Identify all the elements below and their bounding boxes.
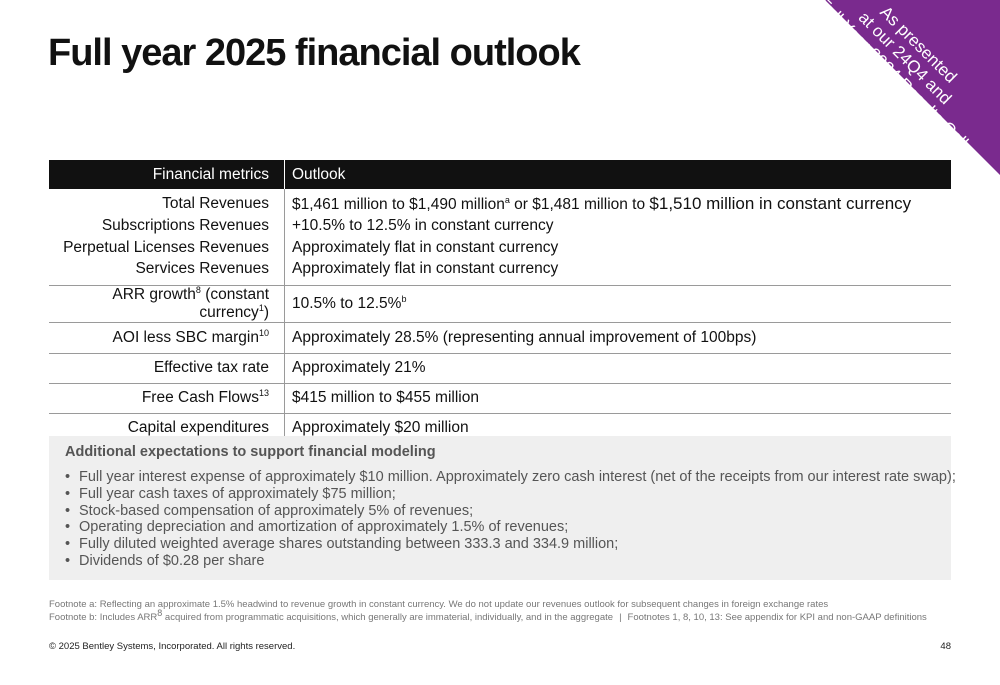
footnote-marker-1: 1 [258,302,264,313]
label-subscriptions-revenues: Subscriptions Revenues [101,217,269,235]
revenues-labels-cell: Total Revenues Subscriptions Revenues Pe… [49,189,285,286]
bullet-icon: • [65,469,71,485]
expectation-text: Fully diluted weighted average shares ou… [79,536,619,553]
fcf-label: Free Cash Flows13 [49,383,285,414]
value-perpetual-licenses-revenues: Approximately flat in constant currency [292,238,559,256]
bullet-icon: • [65,502,71,519]
expectation-text: Full year interest expense of approximat… [79,469,956,485]
expectations-title: Additional expectations to support finan… [65,444,436,460]
footnote-b: Footnote b: Includes ARR8 acquired from … [49,607,927,624]
bullet-icon: • [65,552,71,569]
value-services-revenues: Approximately flat in constant currency [292,260,559,278]
table-row-arr: ARR growth8 (constant currency1) 10.5% t… [49,284,951,323]
footnote-separator: | [619,612,622,623]
tax-value: Approximately 21% [284,353,951,384]
as-presented-ribbon: As presented at our 24Q4 and Full Year 2… [825,0,1000,175]
tax-label: Effective tax rate [49,353,285,384]
list-item: • Stock-based compensation of approximate… [65,503,956,520]
capex-value: Approximately $20 million [292,418,469,436]
aoi-label-text: AOI less SBC margin [112,328,259,346]
list-item: • Full year cash taxes of approximately $… [65,486,956,503]
footnote-marker-a: a [504,195,510,206]
footnote-marker-b: b [401,293,407,304]
arr-label-constant: (constant currency [199,285,269,321]
footnotes: Footnote a: Reflecting an approximate 1.… [49,598,927,624]
value-subscriptions-revenues: +10.5% to 12.5% in constant currency [292,217,554,235]
expectation-text: Stock-based compensation of approximatel… [79,502,474,519]
table-row-tax: Effective tax rate Approximately 21% [49,353,951,384]
label-services-revenues: Services Revenues [135,260,269,278]
bullet-icon: • [65,536,71,553]
expectations-list: • Full year interest expense of approxima… [65,469,956,570]
fcf-value: $415 million to $455 million [284,383,951,414]
page-title: Full year 2025 financial outlook [48,32,581,74]
aoi-label: AOI less SBC margin10 [49,322,285,354]
label-perpetual-licenses-revenues: Perpetual Licenses Revenues [63,238,269,256]
footnote-kpi-definitions: Footnotes 1, 8, 10, 13: See appendix for… [627,612,927,623]
arr-value: 10.5% to 12.5%b [284,285,951,323]
footnote-b-marker: 8 [157,607,163,618]
footnote-marker-10: 10 [258,327,269,338]
ribbon-background [825,0,1000,175]
footnote-b-text-cont: acquired from programmatic acquisitions,… [162,612,614,623]
outlook-table: Financial metrics Outlook Total Revenues… [49,160,951,442]
arr-label-close: ) [263,303,269,321]
arr-label-text: ARR growth [112,285,196,303]
footnote-a: Footnote a: Reflecting an approximate 1.… [49,599,829,610]
page-number: 48 [940,641,951,652]
header-financial-metrics: Financial metrics [49,160,285,189]
label-total-revenues: Total Revenues [162,195,269,213]
list-item: • Operating depreciation and amortization… [65,519,956,536]
table-header-row: Financial metrics Outlook [49,160,951,189]
expectation-text: Dividends of $0.28 per share [79,552,265,569]
fcf-label-text: Free Cash Flows [141,389,259,406]
arr-label: ARR growth8 (constant currency1) [49,284,285,323]
header-outlook: Outlook [284,160,951,189]
total-revenues-range: $1,461 million to $1,490 million [292,196,505,214]
footnote-marker-8: 8 [195,284,201,295]
revenues-values-cell: $1,461 million to $1,490 milliona or $1,… [284,189,951,286]
value-total-revenues: $1,461 million to $1,490 milliona or $1,… [292,193,951,215]
table-row-revenues: Total Revenues Subscriptions Revenues Pe… [49,189,951,286]
footnote-b-text: Footnote b: Includes ARR [49,612,158,623]
expectation-text: Operating depreciation and amortization … [79,519,569,536]
total-revenues-or: or $1,481 million to [509,196,650,214]
footnote-marker-13: 13 [258,387,269,398]
bullet-icon: • [65,519,71,536]
total-revenues-constant-currency: $1,510 million in constant currency [649,194,912,214]
list-item: • Dividends of $0.28 per share [65,553,956,570]
additional-expectations-box: Additional expectations to support finan… [49,436,956,580]
bullet-icon: • [65,485,71,502]
list-item: • Fully diluted weighted average shares o… [65,536,956,553]
aoi-value: Approximately 28.5% (representing annual… [284,322,951,354]
list-item: • Full year interest expense of approxima… [65,469,956,486]
table-row-fcf: Free Cash Flows13 $415 million to $455 m… [49,383,951,414]
expectation-text: Full year cash taxes of approximately $7… [79,485,396,502]
table-row-aoi: AOI less SBC margin10 Approximately 28.5… [49,322,951,354]
arr-value-text: 10.5% to 12.5% [292,294,402,312]
copyright: © 2025 Bentley Systems, Incorporated. Al… [49,641,296,652]
